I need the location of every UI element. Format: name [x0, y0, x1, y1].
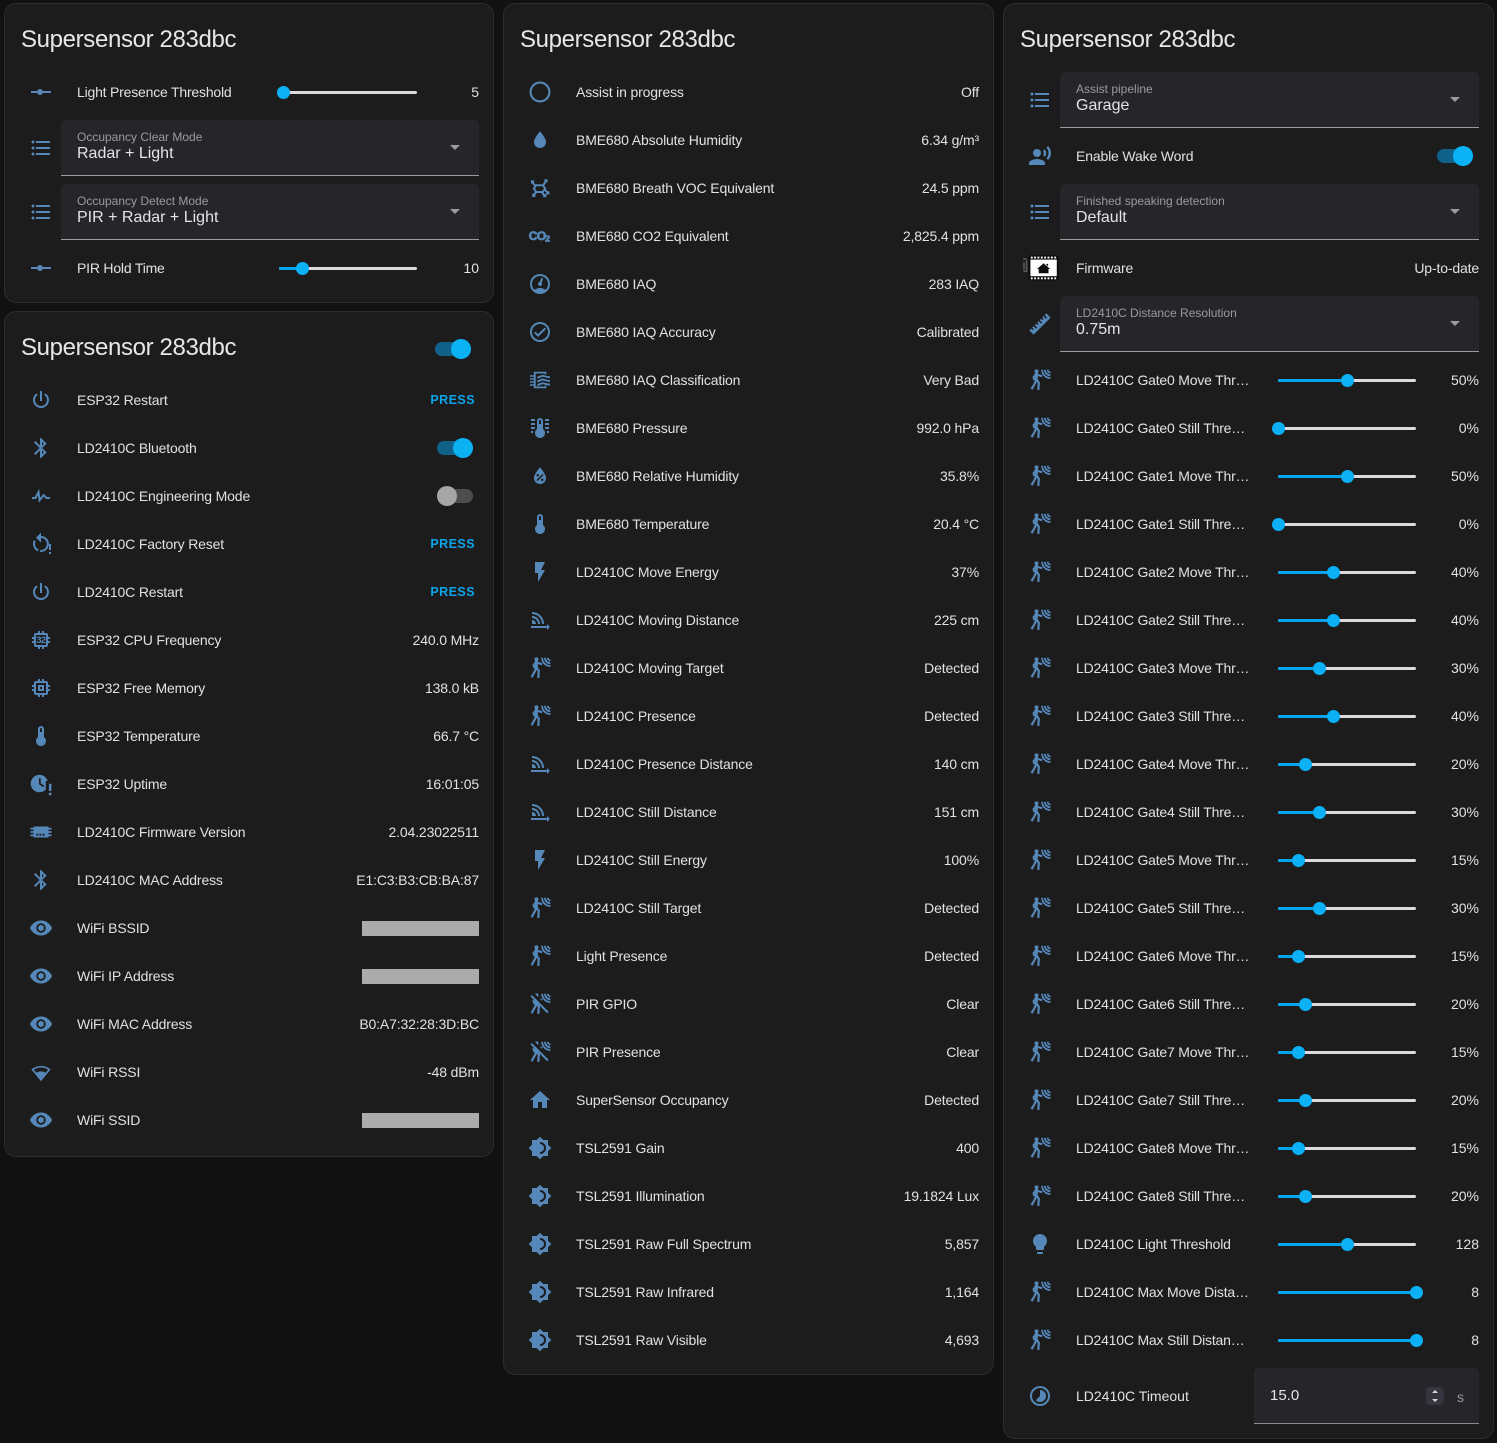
- svg-text:2: 2: [545, 234, 550, 244]
- svg-text:32: 32: [36, 635, 46, 645]
- svg-text:CO: CO: [529, 229, 546, 243]
